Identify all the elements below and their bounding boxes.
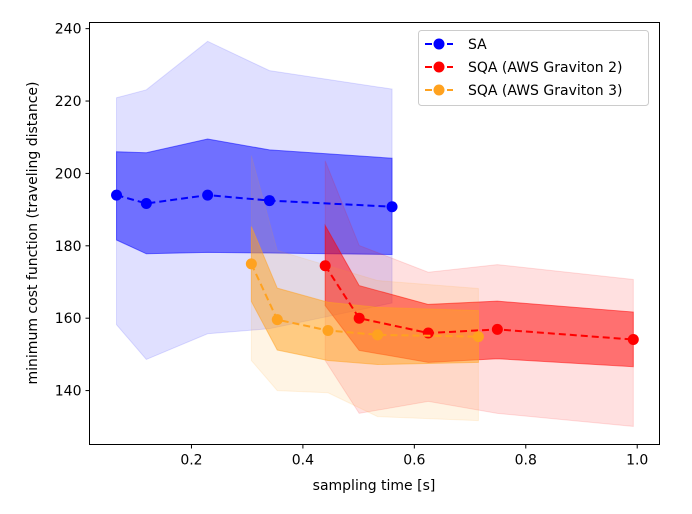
y-tick-label: 220 bbox=[55, 94, 82, 110]
x-tick-label: 0.6 bbox=[403, 453, 425, 469]
legend-label-0: SA bbox=[468, 37, 487, 53]
legend: SA SQA (AWS Graviton 2) SQA (AWS Graviton … bbox=[418, 30, 649, 106]
y-tick-label: 160 bbox=[55, 311, 82, 327]
y-tick-label: 180 bbox=[55, 239, 82, 255]
series-0-inner-band bbox=[116, 138, 393, 255]
y-tick-label: 140 bbox=[55, 384, 82, 400]
y-tick-label: 240 bbox=[55, 22, 82, 38]
confidence-bands bbox=[116, 40, 634, 427]
series-0-point bbox=[140, 197, 152, 209]
series-1-point bbox=[319, 260, 331, 272]
y-axis-ticks: 140 160 180 200 220 240 bbox=[55, 22, 90, 400]
series-0-point bbox=[263, 195, 275, 207]
x-axis-ticks: 0.2 0.4 0.6 0.8 1.0 bbox=[180, 444, 648, 469]
series-1-point bbox=[491, 323, 503, 335]
legend-marker-1 bbox=[433, 61, 445, 73]
x-tick-label: 1.0 bbox=[626, 453, 648, 469]
series-1-point bbox=[353, 312, 365, 324]
series-2-point bbox=[245, 258, 257, 270]
legend-label-1: SQA (AWS Graviton 2) bbox=[468, 60, 623, 76]
series-0-point bbox=[202, 189, 214, 201]
series-0-point bbox=[386, 201, 398, 213]
series-2-point bbox=[271, 314, 283, 326]
x-tick-label: 0.4 bbox=[292, 453, 314, 469]
y-tick-label: 200 bbox=[55, 166, 82, 182]
series-2-inner-band bbox=[250, 226, 479, 366]
series-0-point bbox=[111, 189, 123, 201]
legend-marker-0 bbox=[433, 38, 445, 50]
series-2-point bbox=[372, 329, 384, 341]
plot-frame bbox=[89, 22, 660, 445]
series-lines bbox=[111, 189, 639, 346]
y-axis-label: minimum cost function (traveling distanc… bbox=[25, 82, 41, 385]
x-axis-label: sampling time [s] bbox=[313, 478, 436, 494]
series-2-point bbox=[322, 324, 334, 336]
x-tick-label: 0.8 bbox=[515, 453, 537, 469]
series-1-point bbox=[627, 334, 639, 346]
x-tick-label: 0.2 bbox=[180, 453, 202, 469]
series-1-point bbox=[422, 327, 434, 339]
legend-marker-2 bbox=[433, 84, 445, 96]
legend-label-2: SQA (AWS Graviton 3) bbox=[468, 83, 623, 99]
legend-box bbox=[418, 30, 649, 106]
series-2-point bbox=[472, 331, 484, 343]
